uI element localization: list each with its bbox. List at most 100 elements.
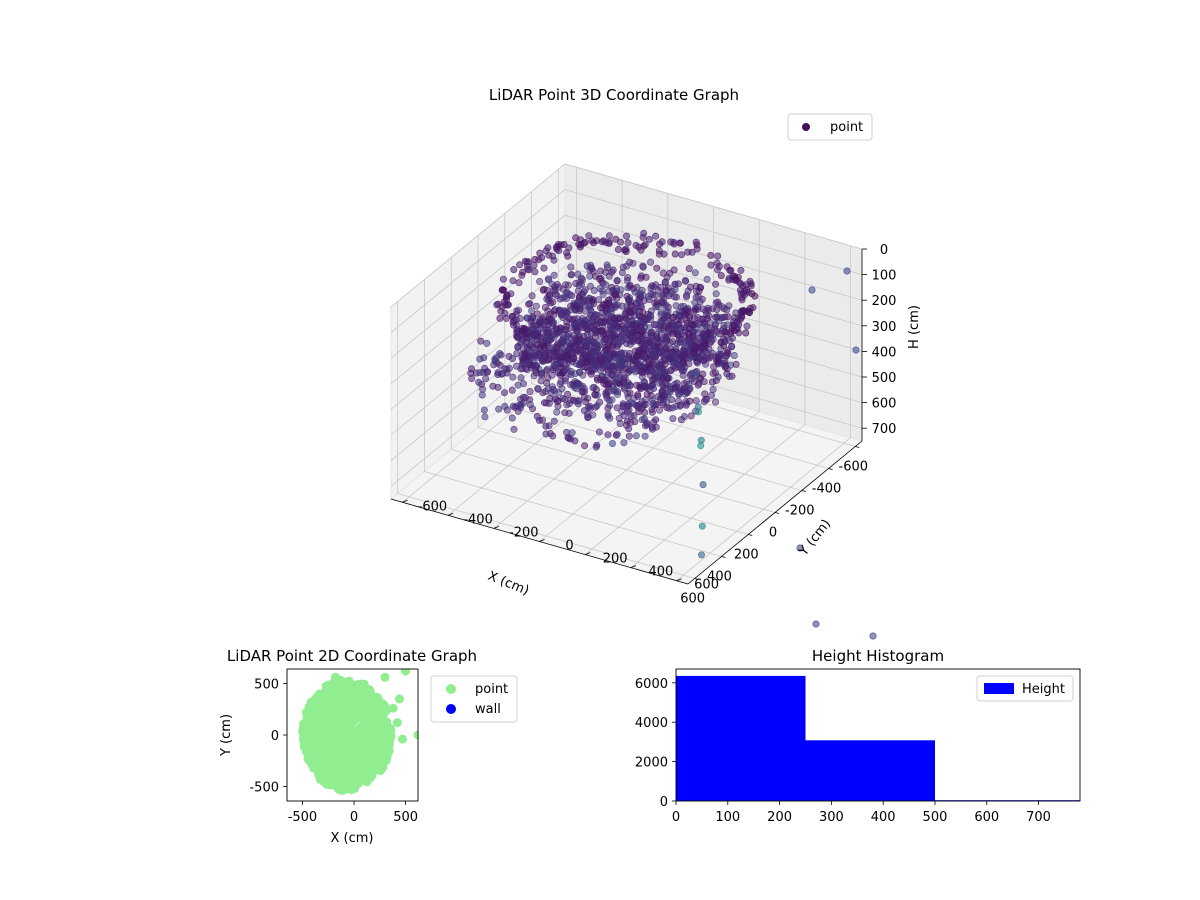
- point-3d: [729, 276, 737, 284]
- point-3d: [586, 404, 594, 412]
- point-3d: [670, 293, 678, 301]
- x-tick-mark: [801, 490, 806, 492]
- point-3d: [515, 279, 523, 287]
- point-3d: [624, 393, 632, 401]
- point-3d: [617, 286, 625, 294]
- point-2d: [364, 731, 374, 741]
- point-3d: [512, 362, 520, 370]
- point-3d: [707, 261, 715, 269]
- x-tick-label-3d: -200: [785, 504, 815, 519]
- point-3d: [652, 353, 660, 361]
- z-tick-label-3d: 0: [880, 243, 888, 258]
- point-3d: [561, 375, 569, 383]
- x-tick-label-3d: 200: [734, 548, 759, 563]
- point-3d: [609, 332, 617, 340]
- point-3d: [481, 364, 489, 372]
- legend-2d: point wall: [430, 675, 518, 723]
- point-2d: [370, 700, 380, 710]
- point-3d: [713, 353, 721, 361]
- point-3d: [514, 407, 522, 415]
- point-3d: [519, 268, 527, 276]
- point-3d: [550, 271, 558, 279]
- point-2d: [375, 755, 385, 764]
- point-3d: [498, 286, 506, 294]
- point-3d: [717, 272, 725, 280]
- point-3d: [513, 307, 521, 315]
- point-3d: [617, 349, 625, 357]
- x-tick-label-hist: 0: [672, 810, 680, 825]
- ticks-hist: 0 100 200 300 400 500 600 700 0 2000 4000 6000: [635, 677, 1051, 825]
- point-3d: [656, 283, 664, 291]
- point-3d: [510, 266, 518, 274]
- point-2d: [329, 736, 339, 746]
- ticks-3d: -600-400-2000200400600-600-400-200020040…: [390, 243, 897, 607]
- point-3d: [632, 432, 640, 440]
- title-2d: LiDAR Point 2D Coordinate Graph: [227, 647, 477, 665]
- point-3d: [593, 341, 601, 349]
- point-3d: [646, 338, 654, 346]
- point-3d: [625, 432, 633, 440]
- point-3d: [645, 235, 653, 243]
- point-3d: [676, 239, 684, 247]
- point-3d: [531, 255, 539, 263]
- point-3d: [564, 281, 572, 289]
- point-3d: [703, 275, 711, 283]
- point-3d: [626, 258, 634, 266]
- point-3d: [637, 325, 645, 333]
- title-3d: LiDAR Point 3D Coordinate Graph: [489, 86, 739, 104]
- point-3d: [618, 302, 626, 310]
- point-3d: [576, 368, 584, 376]
- point-3d: [625, 308, 633, 316]
- point-3d: [546, 429, 554, 437]
- point-3d: [595, 428, 603, 436]
- point-3d: [531, 268, 539, 276]
- point-2d: [304, 721, 314, 731]
- point-3d: [590, 286, 598, 294]
- point-3d-outlier: [694, 408, 702, 416]
- point-3d: [493, 301, 501, 309]
- point-3d: [648, 408, 656, 416]
- point-2d: [380, 672, 390, 682]
- y-tick-label-hist: 0: [660, 795, 668, 810]
- point-2d: [326, 766, 336, 776]
- point-3d: [572, 234, 580, 242]
- point-3d: [722, 331, 730, 339]
- point-3d-outlier: [812, 620, 820, 628]
- point-3d: [648, 425, 656, 433]
- point-2d: [351, 703, 360, 713]
- point-3d: [664, 391, 672, 399]
- point-3d: [662, 335, 670, 343]
- point-3d-outlier: [852, 346, 860, 354]
- point-3d: [575, 361, 583, 369]
- point-2d: [322, 706, 332, 715]
- xlabel-2d: X (cm): [331, 831, 374, 846]
- z-tick-label-3d: 200: [872, 294, 897, 309]
- point-3d: [624, 239, 632, 247]
- point-3d: [549, 385, 557, 393]
- point-3d-outlier: [869, 632, 877, 640]
- point-3d: [713, 313, 721, 321]
- point-3d: [547, 299, 555, 307]
- legend-3d-marker: [802, 123, 810, 131]
- zlabel-3d: H (cm): [907, 305, 922, 349]
- point-3d: [519, 393, 527, 401]
- point-3d: [587, 370, 595, 378]
- point-3d: [558, 326, 566, 334]
- y-tick-label-3d: 200: [603, 552, 628, 567]
- point-3d: [574, 298, 582, 306]
- point-3d: [743, 322, 751, 330]
- point-3d: [622, 315, 630, 323]
- point-3d: [478, 391, 486, 399]
- point-3d-outlier: [697, 436, 705, 444]
- point-3d: [658, 238, 666, 246]
- point-3d: [519, 380, 527, 388]
- point-3d: [602, 239, 610, 247]
- legend-3d: point: [787, 113, 873, 141]
- y-tick-label-2d: -500: [249, 781, 279, 796]
- point-3d: [633, 381, 641, 389]
- point-3d: [625, 296, 633, 304]
- point-3d: [738, 296, 746, 304]
- point-3d: [654, 360, 662, 368]
- x-tick-label-2d: 0: [350, 810, 358, 825]
- point-3d: [517, 400, 525, 408]
